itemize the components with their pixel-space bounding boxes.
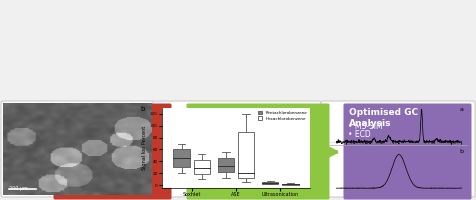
Text: b: b [140, 106, 145, 112]
Text: 200 μm: 200 μm [9, 186, 28, 191]
Bar [218, 158, 234, 172]
Text: Sample - SRF: Sample - SRF [59, 108, 126, 117]
Text: • ECD: • ECD [348, 130, 371, 139]
Y-axis label: Signal Ion Percent: Signal Ion Percent [142, 126, 147, 170]
Legend: Pentachlorobenzene, Hexachlorobenzene: Pentachlorobenzene, Hexachlorobenzene [257, 110, 308, 121]
Bar [262, 182, 278, 184]
Text: Optimised extraction
method: Optimised extraction method [192, 108, 299, 128]
FancyBboxPatch shape [321, 101, 475, 197]
Text: • Fly ash: • Fly ash [58, 117, 92, 126]
FancyBboxPatch shape [53, 104, 171, 200]
Text: Optimised GC
Analysis: Optimised GC Analysis [349, 108, 418, 128]
Text: • Pressurised Fluid
extraction: • Pressurised Fluid extraction [191, 130, 263, 149]
FancyBboxPatch shape [153, 101, 321, 197]
Text: a: a [460, 107, 464, 112]
FancyBboxPatch shape [187, 104, 329, 200]
FancyBboxPatch shape [344, 104, 472, 200]
Bar [173, 149, 189, 167]
Text: • MS-SIM: • MS-SIM [348, 122, 383, 131]
Text: • Soxhlet: • Soxhlet [191, 122, 227, 131]
Text: • Ultrasonication: • Ultrasonication [191, 143, 256, 152]
Text: b: b [460, 149, 464, 154]
FancyBboxPatch shape [1, 101, 154, 197]
Bar [194, 160, 210, 174]
Bar [238, 132, 254, 178]
Bar [282, 184, 298, 185]
